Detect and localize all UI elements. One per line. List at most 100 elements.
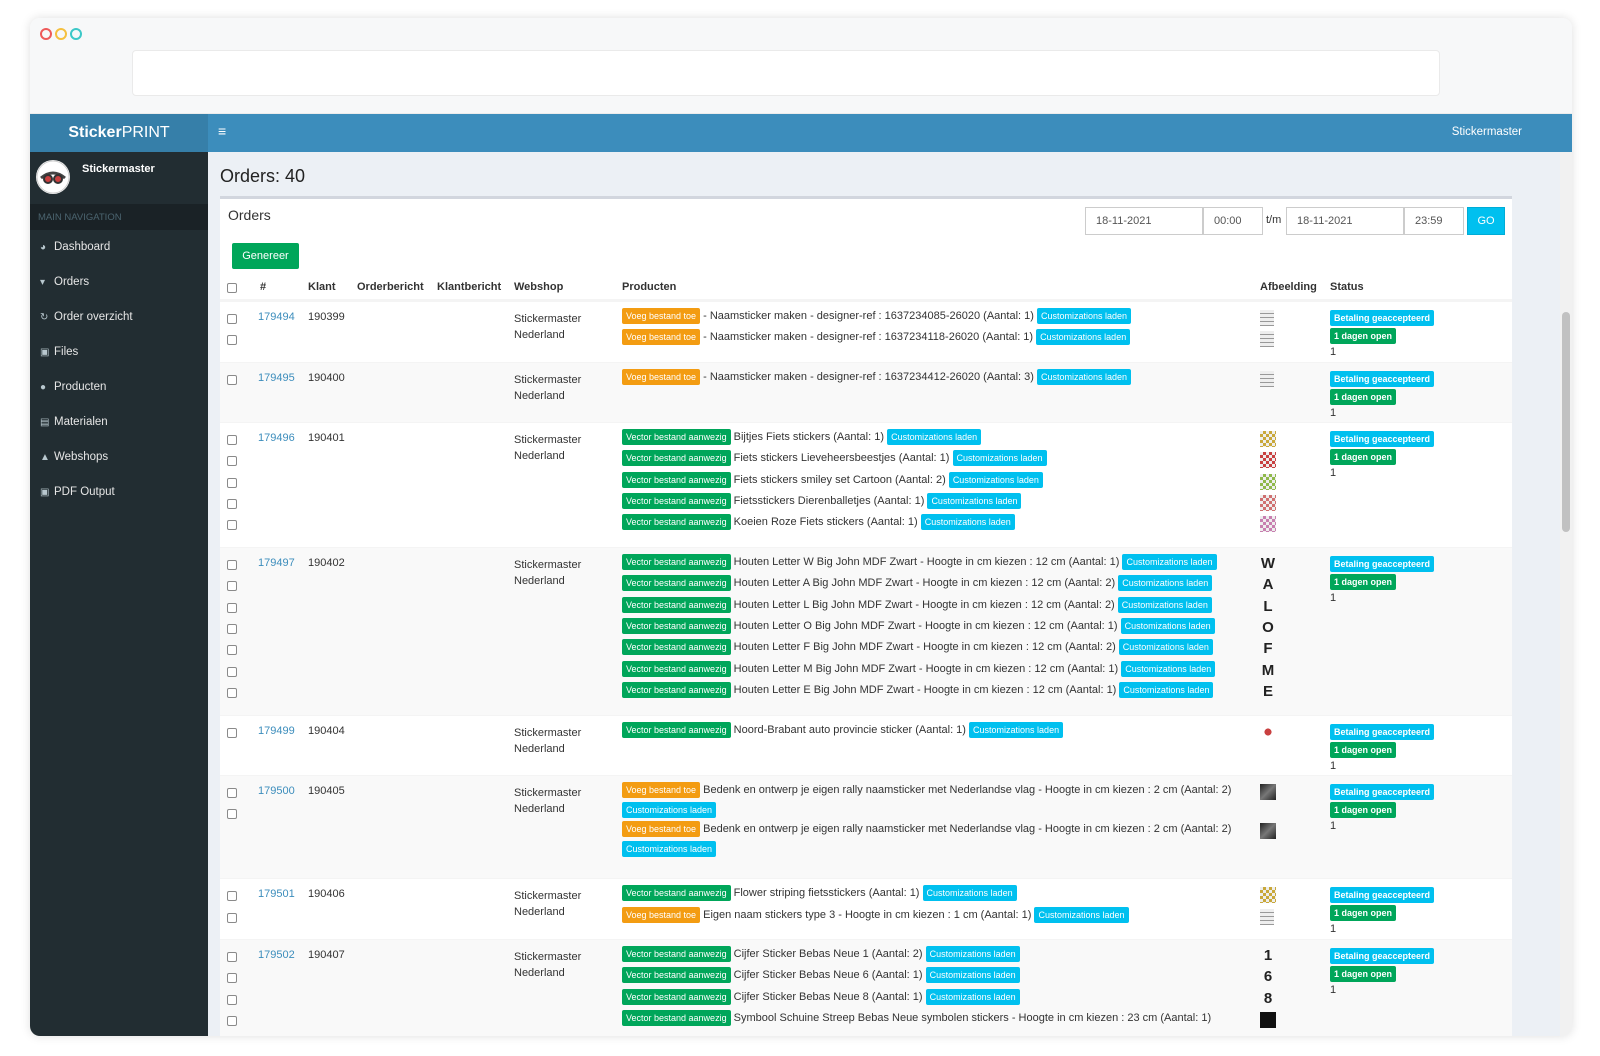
product-thumbnail[interactable]: 1 xyxy=(1263,947,1273,964)
product-thumbnail[interactable]: O xyxy=(1262,618,1274,636)
customizations-button[interactable]: Customizations laden xyxy=(1118,639,1213,656)
minimize-dot-icon[interactable] xyxy=(55,28,67,40)
row-checkbox[interactable] xyxy=(227,994,237,1005)
scrollbar[interactable] xyxy=(1560,152,1572,1036)
col-status[interactable]: Status xyxy=(1330,281,1364,293)
customizations-button[interactable]: Customizations laden xyxy=(922,885,1017,902)
product-thumbnail[interactable]: A xyxy=(1262,576,1274,594)
row-checkbox[interactable] xyxy=(227,559,237,570)
row-checkbox[interactable] xyxy=(227,581,237,592)
nav-item-orders[interactable]: ▾ Orders xyxy=(30,265,208,300)
row-checkbox[interactable] xyxy=(227,434,237,445)
row-checkbox[interactable] xyxy=(227,335,237,346)
go-button[interactable]: GO xyxy=(1467,207,1505,235)
customizations-button[interactable]: Customizations laden xyxy=(925,988,1020,1005)
row-checkbox[interactable] xyxy=(227,688,237,699)
product-thumbnail[interactable] xyxy=(1260,494,1276,511)
customizations-button[interactable]: Customizations laden xyxy=(969,721,1064,738)
address-bar[interactable] xyxy=(132,50,1440,96)
order-link[interactable]: 179494 xyxy=(258,311,295,323)
customizations-button[interactable]: Customizations laden xyxy=(925,946,1020,962)
product-thumbnail[interactable]: E xyxy=(1262,683,1273,701)
col-webshop[interactable]: Webshop xyxy=(514,281,564,293)
product-thumbnail[interactable] xyxy=(1260,310,1274,326)
product-thumbnail[interactable] xyxy=(1260,783,1276,800)
customizations-button[interactable]: Customizations laden xyxy=(1120,617,1215,634)
order-link[interactable]: 179500 xyxy=(258,784,295,797)
customizations-button[interactable]: Customizations laden xyxy=(1122,553,1217,570)
top-user-menu[interactable]: Stickermaster xyxy=(1451,126,1522,138)
add-file-button[interactable]: Voeg bestand toe xyxy=(622,781,701,798)
product-thumbnail[interactable] xyxy=(1260,822,1276,839)
product-thumbnail[interactable]: 6 xyxy=(1263,968,1273,986)
time-to-input[interactable]: 23:59 xyxy=(1404,207,1464,235)
customizations-button[interactable]: Customizations laden xyxy=(1036,308,1132,324)
row-checkbox[interactable] xyxy=(227,912,237,923)
col-number[interactable]: # xyxy=(260,281,267,293)
nav-item-pdf-output[interactable]: ▣ PDF Output xyxy=(30,475,208,510)
row-checkbox[interactable] xyxy=(227,520,237,531)
order-link[interactable]: 179499 xyxy=(258,724,295,737)
product-thumbnail[interactable] xyxy=(1260,430,1276,447)
product-thumbnail[interactable]: W xyxy=(1260,554,1276,572)
product-thumbnail[interactable] xyxy=(1260,473,1276,490)
row-checkbox[interactable] xyxy=(227,787,237,798)
row-checkbox[interactable] xyxy=(227,374,237,385)
customizations-button[interactable]: Customizations laden xyxy=(887,428,982,445)
add-file-button[interactable]: Voeg bestand toe xyxy=(622,329,701,346)
product-thumbnail[interactable] xyxy=(1260,452,1276,469)
product-thumbnail[interactable]: F xyxy=(1263,640,1273,658)
product-thumbnail[interactable]: 8 xyxy=(1263,989,1273,1007)
customizations-button[interactable]: Customizations laden xyxy=(1034,906,1129,923)
row-checkbox[interactable] xyxy=(227,891,237,902)
order-link[interactable]: 179495 xyxy=(258,371,295,384)
date-to-input[interactable]: 18-11-2021 xyxy=(1286,207,1404,235)
customizations-button[interactable]: Customizations laden xyxy=(1119,682,1214,699)
add-file-button[interactable]: Voeg bestand toe xyxy=(622,820,701,837)
row-checkbox[interactable] xyxy=(227,952,237,962)
row-checkbox[interactable] xyxy=(227,666,237,677)
nav-item-producten[interactable]: ● Producten xyxy=(30,370,208,405)
row-checkbox[interactable] xyxy=(227,1016,237,1027)
product-thumbnail[interactable] xyxy=(1260,1012,1276,1029)
row-checkbox[interactable] xyxy=(227,623,237,634)
customizations-button[interactable]: Customizations laden xyxy=(622,840,717,857)
customizations-button[interactable]: Customizations laden xyxy=(948,471,1043,488)
customizations-button[interactable]: Customizations laden xyxy=(1117,596,1212,613)
row-checkbox[interactable] xyxy=(227,456,237,467)
col-afbeelding[interactable]: Afbeelding xyxy=(1260,281,1317,293)
product-thumbnail[interactable]: M xyxy=(1261,661,1275,679)
nav-item-dashboard[interactable]: ◕ Dashboard xyxy=(30,230,208,265)
nav-item-webshops[interactable]: ▲ Webshops xyxy=(30,440,208,475)
close-dot-icon[interactable] xyxy=(40,28,52,40)
nav-item-materialen[interactable]: ▤ Materialen xyxy=(30,405,208,440)
col-klantbericht[interactable]: Klantbericht xyxy=(437,281,502,293)
row-checkbox[interactable] xyxy=(227,498,237,509)
customizations-button[interactable]: Customizations laden xyxy=(920,514,1015,531)
row-checkbox[interactable] xyxy=(227,973,237,984)
menu-toggle-icon[interactable]: ≡ xyxy=(218,123,227,139)
order-link[interactable]: 179496 xyxy=(258,431,295,444)
product-thumbnail[interactable] xyxy=(1260,887,1276,904)
customizations-button[interactable]: Customizations laden xyxy=(925,967,1020,984)
nav-item-order-overzicht[interactable]: ↻ Order overzicht xyxy=(30,300,208,335)
customizations-button[interactable]: Customizations laden xyxy=(1121,660,1216,677)
customizations-button[interactable]: Customizations laden xyxy=(622,801,717,818)
logo[interactable]: StickerPRINT xyxy=(30,114,208,152)
order-link[interactable]: 179502 xyxy=(258,949,295,961)
date-from-input[interactable]: 18-11-2021 xyxy=(1085,207,1203,235)
col-klant[interactable]: Klant xyxy=(308,281,336,293)
product-thumbnail[interactable] xyxy=(1260,331,1274,348)
add-file-button[interactable]: Voeg bestand toe xyxy=(622,906,701,923)
customizations-button[interactable]: Customizations laden xyxy=(927,492,1022,509)
scrollbar-thumb[interactable] xyxy=(1562,312,1570,532)
product-thumbnail[interactable] xyxy=(1260,370,1274,387)
product-thumbnail[interactable] xyxy=(1260,516,1276,533)
row-checkbox[interactable] xyxy=(227,477,237,488)
row-checkbox[interactable] xyxy=(227,645,237,656)
order-link[interactable]: 179497 xyxy=(258,556,295,569)
col-orderbericht[interactable]: Orderbericht xyxy=(357,281,424,293)
select-all-checkbox[interactable] xyxy=(227,283,237,293)
row-checkbox[interactable] xyxy=(227,314,237,324)
row-checkbox[interactable] xyxy=(227,602,237,613)
